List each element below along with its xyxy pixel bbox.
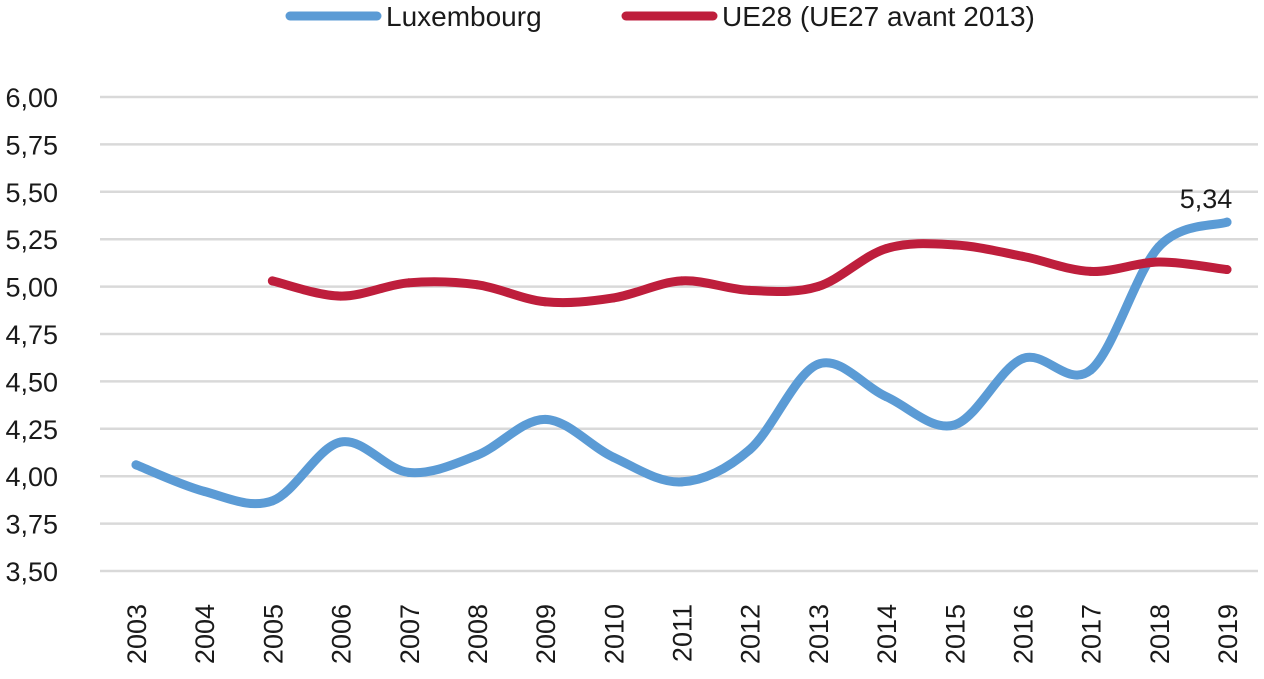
data-labels: 5,34 xyxy=(1180,184,1233,214)
data-point xyxy=(677,276,686,286)
data-point xyxy=(1222,217,1232,227)
y-tick-label: 3,75 xyxy=(5,510,58,540)
x-tick-label: 2012 xyxy=(736,604,766,664)
series-line xyxy=(131,217,1232,509)
data-point xyxy=(745,285,755,295)
x-tick-label: 2008 xyxy=(463,604,493,664)
data-point xyxy=(404,467,414,477)
x-tick-label: 2017 xyxy=(1077,604,1107,664)
y-tick-label: 4,00 xyxy=(5,462,58,492)
data-point xyxy=(199,486,209,496)
series-lines xyxy=(131,217,1232,509)
legend-item: Luxembourg xyxy=(285,1,542,32)
data-point xyxy=(881,244,891,254)
y-axis-tick-labels: 3,50 3,75 4,00 4,25 4,50 4,75 5,00 5,25 5,50 5,75… xyxy=(5,83,58,587)
x-tick-label: 2009 xyxy=(531,604,561,664)
data-point xyxy=(813,359,823,369)
data-label: 5,34 xyxy=(1180,184,1233,214)
legend-label: UE28 (UE27 avant 2013) xyxy=(722,1,1035,32)
legend: Luxembourg UE28 (UE27 avant 2013) xyxy=(285,1,1035,32)
x-tick-label: 2007 xyxy=(395,604,425,664)
data-point xyxy=(1154,257,1164,267)
data-point xyxy=(404,278,414,288)
y-tick-label: 4,25 xyxy=(5,415,58,445)
y-tick-label: 5,25 xyxy=(5,225,58,255)
data-point xyxy=(540,414,550,424)
data-point xyxy=(1154,242,1164,252)
series-luxembourg xyxy=(131,217,1232,509)
data-point xyxy=(1017,354,1027,364)
x-tick-label: 2019 xyxy=(1213,604,1243,664)
data-point xyxy=(949,240,959,250)
data-point xyxy=(267,496,277,506)
data-point xyxy=(336,291,346,301)
y-tick-label: 4,50 xyxy=(5,367,58,397)
legend-item: UE28 (UE27 avant 2013) xyxy=(621,1,1035,32)
series-ue28 xyxy=(267,239,1232,308)
y-tick-label: 3,50 xyxy=(5,557,58,587)
data-point xyxy=(608,293,618,303)
data-point xyxy=(472,280,482,290)
y-tick-label: 4,75 xyxy=(5,320,58,350)
data-point xyxy=(949,420,959,430)
x-tick-label: 2010 xyxy=(599,604,629,664)
data-point xyxy=(540,297,550,307)
data-point xyxy=(608,452,618,462)
data-point xyxy=(1222,265,1232,275)
data-point xyxy=(745,445,755,455)
data-point xyxy=(881,392,891,402)
data-point xyxy=(267,276,277,286)
data-point xyxy=(1086,365,1096,375)
x-tick-label: 2003 xyxy=(122,604,152,664)
x-axis-tick-labels: 2003 2004 2005 2006 2007 2008 2009 2010 2011 2012… xyxy=(122,604,1243,664)
x-tick-label: 2018 xyxy=(1145,604,1175,664)
data-point xyxy=(472,450,482,460)
x-tick-label: 2015 xyxy=(940,604,970,664)
legend-label: Luxembourg xyxy=(386,1,542,32)
data-point xyxy=(813,282,823,292)
x-tick-label: 2005 xyxy=(258,604,288,664)
data-point xyxy=(1086,266,1096,276)
x-tick-label: 2011 xyxy=(668,604,698,662)
x-tick-label: 2016 xyxy=(1008,604,1038,664)
x-tick-label: 2013 xyxy=(804,604,834,664)
y-tick-label: 5,75 xyxy=(5,130,58,160)
y-tick-label: 5,50 xyxy=(5,178,58,208)
x-tick-label: 2004 xyxy=(190,604,220,664)
data-point xyxy=(1017,251,1027,261)
x-tick-label: 2006 xyxy=(327,604,357,664)
y-tick-label: 6,00 xyxy=(5,83,58,113)
x-tick-label: 2014 xyxy=(872,604,902,664)
data-point xyxy=(336,437,346,447)
data-point xyxy=(131,460,141,470)
data-point xyxy=(677,477,686,487)
y-tick-label: 5,00 xyxy=(5,273,58,303)
